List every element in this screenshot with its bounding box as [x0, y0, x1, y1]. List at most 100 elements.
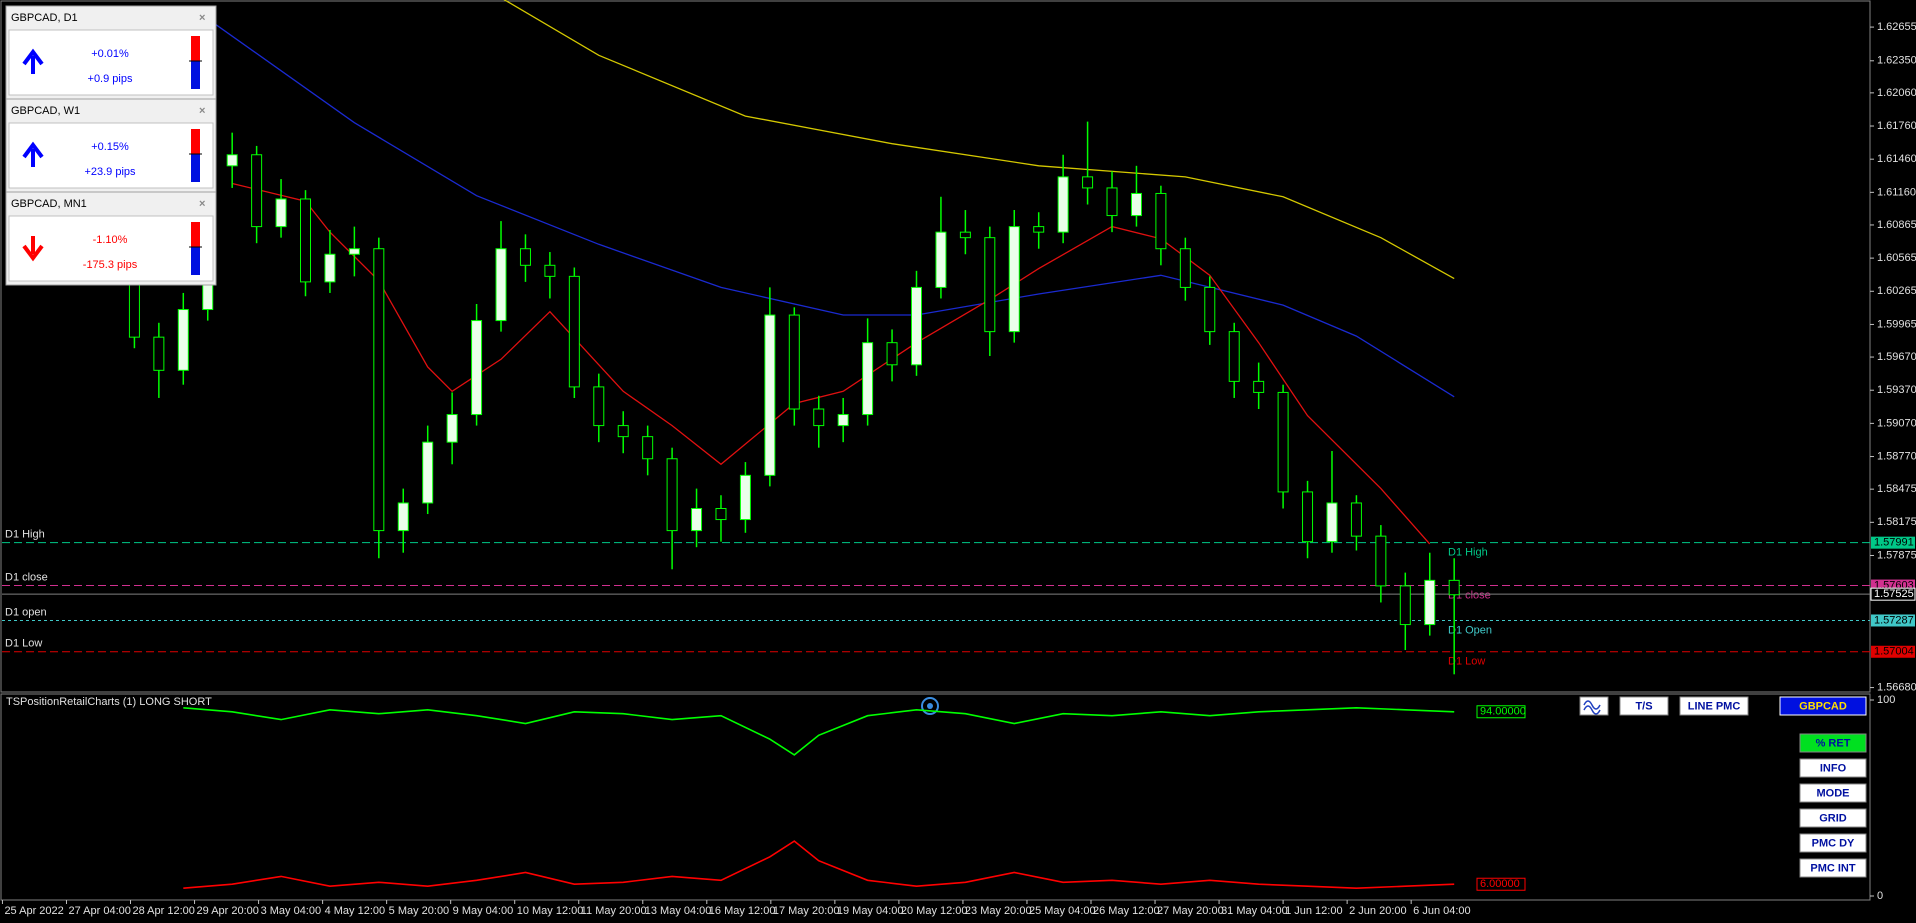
- candle-body: [422, 441, 434, 504]
- widget-arrow: [22, 141, 44, 167]
- y-tick-label: 1.58475: [1877, 483, 1916, 495]
- candle-body: [1448, 579, 1460, 596]
- candle-body: [397, 502, 409, 532]
- widget-arrow: [22, 236, 44, 262]
- widget-bar-up: [191, 222, 200, 247]
- top-button-label: LINE PMC: [1688, 700, 1741, 712]
- candle-body: [544, 264, 556, 277]
- y-tick-label: 1.59370: [1877, 384, 1916, 396]
- candle-body: [1399, 585, 1411, 626]
- candle-body: [1155, 192, 1167, 250]
- x-tick-label: 31 May 04:00: [1221, 905, 1288, 917]
- candle-body: [788, 314, 800, 410]
- side-button[interactable]: [1799, 733, 1867, 753]
- widget-pips: +23.9 pips: [84, 166, 136, 178]
- moving-average: [503, 0, 1455, 280]
- y-tick-label: 1.59965: [1877, 318, 1916, 330]
- symbol-button-label: GBPCAD: [1799, 700, 1847, 712]
- top-button[interactable]: [1619, 696, 1669, 716]
- side-button-label: PMC INT: [1810, 862, 1856, 874]
- candle-body: [1228, 331, 1240, 382]
- y-tick-label: 1.57875: [1877, 549, 1916, 561]
- indicator-line: [183, 840, 1455, 890]
- widget-close[interactable]: ×: [199, 12, 205, 24]
- y-tick-label: 1.60265: [1877, 285, 1916, 297]
- x-tick-label: 27 May 20:00: [1157, 905, 1224, 917]
- side-button[interactable]: [1799, 858, 1867, 878]
- candle-body: [984, 237, 996, 333]
- x-tick-label: 25 May 04:00: [1029, 905, 1096, 917]
- x-tick-label: 28 Apr 12:00: [133, 905, 195, 917]
- side-button-label: PMC DY: [1812, 837, 1855, 849]
- widget-bar-down: [191, 154, 200, 182]
- widget-change: +0.15%: [91, 141, 129, 153]
- candle-body: [1033, 226, 1045, 233]
- widget-body: [8, 215, 214, 282]
- widget-close[interactable]: ×: [199, 105, 205, 117]
- top-button-label: T/S: [1635, 700, 1652, 712]
- candle-body: [691, 507, 703, 532]
- level-right-label: D1 Low: [1448, 656, 1485, 668]
- indicator-line: [183, 706, 1455, 756]
- x-tick-label: 29 Apr 20:00: [197, 905, 259, 917]
- candle-body: [373, 248, 385, 532]
- candle-body: [1302, 491, 1314, 543]
- widget-bar-up: [191, 36, 200, 61]
- candle-body: [568, 275, 580, 388]
- indicator-value-box: [1476, 705, 1526, 719]
- candle-body: [348, 248, 360, 255]
- candle-body: [837, 414, 849, 427]
- y-tick-label: 1.61160: [1877, 186, 1916, 198]
- side-button[interactable]: [1799, 783, 1867, 803]
- x-tick-label: 25 Apr 2022: [4, 905, 63, 917]
- candle-body: [519, 248, 531, 266]
- side-button[interactable]: [1799, 833, 1867, 853]
- top-button[interactable]: [1679, 696, 1749, 716]
- candle-body: [446, 414, 458, 443]
- indicator-value-label: 6.00000: [1480, 878, 1520, 890]
- symbol-button[interactable]: [1779, 696, 1867, 716]
- widget-pips: -175.3 pips: [83, 259, 138, 271]
- side-button[interactable]: [1799, 758, 1867, 778]
- y-tick-label: 0: [1877, 890, 1883, 902]
- candle-body: [1424, 579, 1436, 626]
- level-price-tag: [1871, 645, 1915, 658]
- side-button-label: % RET: [1816, 737, 1851, 749]
- candle-body: [471, 320, 483, 416]
- x-tick-label: 23 May 20:00: [965, 905, 1032, 917]
- indicator-value-box: [1476, 877, 1526, 891]
- x-tick-label: 5 May 20:00: [389, 905, 450, 917]
- widget-bar-down: [191, 61, 200, 89]
- y-tick-label: 1.58175: [1877, 516, 1916, 528]
- candle-body: [764, 314, 776, 476]
- candle-body: [1277, 391, 1289, 493]
- indicator-title: TSPositionRetailCharts (1) LONG SHORT: [6, 696, 212, 708]
- x-tick-label: 26 May 12:00: [1093, 905, 1160, 917]
- x-tick-label: 2 Jun 20:00: [1349, 905, 1407, 917]
- y-tick-label: 100: [1877, 694, 1895, 706]
- widget-title: GBPCAD, W1: [11, 105, 80, 117]
- candle-body: [177, 309, 189, 371]
- level-price-tag: [1871, 536, 1915, 549]
- ui-overlay: T/S LINE PMC GBPCAD % RET INFO MODE GRID PMC DY…: [5, 5, 1867, 878]
- widget-close[interactable]: ×: [199, 198, 205, 210]
- candle-body: [300, 198, 311, 283]
- widget-title: GBPCAD, D1: [11, 12, 78, 24]
- side-button-label: MODE: [1817, 787, 1850, 799]
- level-price-label: 1.57287: [1874, 614, 1914, 626]
- candle-body: [593, 386, 605, 427]
- indicator-value-label: 94.00000: [1480, 706, 1526, 718]
- y-tick-label: 1.56680: [1877, 681, 1916, 693]
- widget-bar-down: [191, 247, 200, 275]
- side-button[interactable]: [1799, 808, 1867, 828]
- candle-body: [1179, 248, 1191, 288]
- target-icon[interactable]: [921, 697, 939, 715]
- x-tick-label: 13 May 04:00: [645, 905, 712, 917]
- candle-body: [617, 425, 629, 438]
- x-tick-label: 9 May 04:00: [453, 905, 514, 917]
- chart-type-icon: [1583, 700, 1601, 715]
- y-tick-label: 1.59070: [1877, 417, 1916, 429]
- level-price-label: 1.57991: [1874, 537, 1914, 549]
